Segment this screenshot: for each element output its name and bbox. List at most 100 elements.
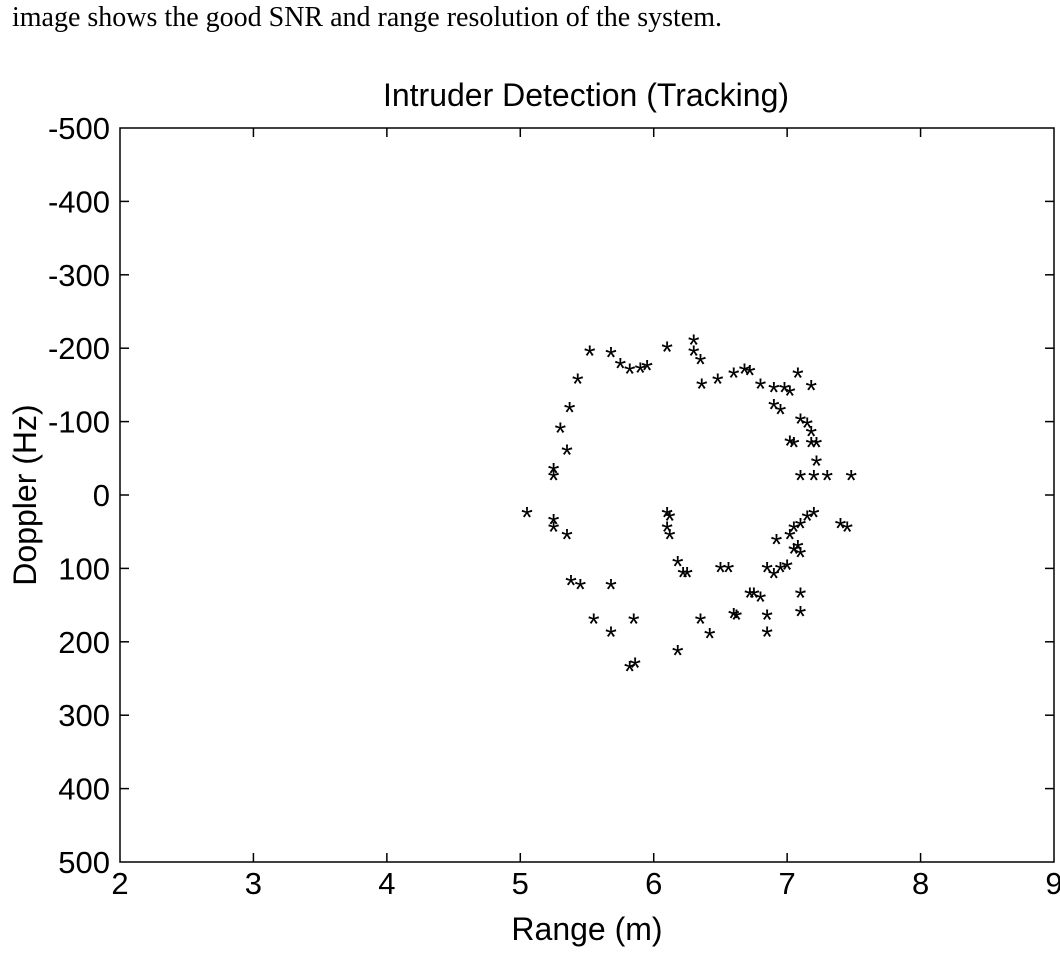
y-tick-label: 300	[58, 698, 110, 733]
data-point: *	[801, 412, 813, 445]
data-point: *	[805, 374, 817, 407]
data-point: *	[723, 556, 735, 589]
data-point: *	[548, 509, 560, 542]
data-point: *	[664, 505, 676, 538]
data-point: *	[548, 516, 560, 549]
y-tick-label: 500	[58, 845, 110, 880]
data-point: *	[781, 554, 793, 587]
caption-text: image shows the good SNR and range resol…	[12, 2, 723, 33]
y-tick-label: 400	[58, 772, 110, 807]
data-point: *	[712, 368, 724, 401]
data-point: *	[805, 432, 817, 465]
data-point: *	[835, 512, 847, 545]
data-point: *	[808, 501, 820, 534]
data-point: *	[688, 329, 700, 362]
data-point: *	[615, 352, 627, 385]
plot-frame	[119, 127, 1055, 863]
data-point: *	[688, 340, 700, 373]
data-point: *	[661, 516, 673, 549]
axis-ticks: 2 3 4 5 6 7 8 9 -500 -400 -300 -200 -100 0 100 200 300 40…	[48, 111, 1060, 901]
data-point: *	[588, 608, 600, 641]
data-point: *	[744, 582, 756, 615]
y-tick-label: -300	[48, 258, 110, 293]
data-point: *	[728, 362, 740, 395]
data-point: *	[664, 523, 676, 556]
data-point: *	[795, 582, 807, 615]
data-point: *	[661, 501, 673, 534]
x-tick-label: 9	[1045, 866, 1060, 901]
data-point: *	[755, 586, 767, 619]
data-point: *	[715, 556, 727, 589]
data-point: *	[775, 556, 787, 589]
data-point: *	[771, 529, 783, 562]
data-point: *	[661, 336, 673, 369]
data-point: *	[605, 341, 617, 374]
x-tick-label: 7	[779, 866, 796, 901]
data-point: *	[795, 542, 807, 575]
data-point: *	[811, 432, 823, 465]
data-point: *	[561, 439, 573, 472]
data-point: *	[801, 505, 813, 538]
data-point: *	[629, 652, 641, 685]
x-tick-label: 5	[512, 866, 529, 901]
data-point: *	[795, 600, 807, 633]
x-tick-label: 6	[645, 866, 662, 901]
data-point: *	[521, 501, 533, 534]
data-point: *	[761, 604, 773, 637]
data-point: *	[628, 608, 640, 641]
data-point: *	[572, 368, 584, 401]
data-point: *	[841, 516, 853, 549]
data-point: *	[792, 534, 804, 567]
data-point: *	[681, 562, 693, 595]
data-point: *	[779, 377, 791, 410]
data-point: *	[845, 465, 857, 498]
y-tick-label: -400	[48, 184, 110, 219]
data-point: *	[584, 340, 596, 373]
y-tick-label: -200	[48, 331, 110, 366]
y-axis-label: Doppler (Hz)	[7, 404, 43, 585]
data-point: *	[788, 538, 800, 571]
y-tick-label: -100	[48, 405, 110, 440]
data-point: *	[775, 399, 787, 432]
data-point: *	[761, 621, 773, 654]
data-point: *	[548, 465, 560, 498]
data-point: *	[795, 512, 807, 545]
data-point: *	[605, 573, 617, 606]
data-point: *	[695, 349, 707, 382]
y-tick-label: 200	[58, 625, 110, 660]
data-point: *	[704, 622, 716, 655]
data-point: *	[672, 551, 684, 584]
data-point: *	[768, 562, 780, 595]
data-point: *	[624, 358, 636, 391]
data-point: *	[795, 465, 807, 498]
data-point: *	[784, 430, 796, 463]
y-tick-label: 100	[58, 551, 110, 586]
data-point: *	[565, 570, 577, 603]
data-point: *	[739, 358, 751, 391]
data-point: *	[624, 655, 636, 688]
data-point: *	[695, 608, 707, 641]
x-tick-label: 3	[245, 866, 262, 901]
data-point: *	[768, 377, 780, 410]
data-point: *	[574, 573, 586, 606]
data-point: *	[744, 360, 756, 393]
x-tick-label: 8	[912, 866, 929, 901]
x-axis-label: Range (m)	[511, 911, 662, 947]
data-point: *	[821, 465, 833, 498]
data-point: *	[641, 355, 653, 388]
data-point: *	[605, 621, 617, 654]
data-point: *	[811, 450, 823, 483]
data-point: *	[805, 421, 817, 454]
data-points: * ** **** *********************************…	[521, 329, 857, 689]
data-point: *	[788, 432, 800, 465]
data-point: *	[554, 417, 566, 450]
data-point: *	[792, 362, 804, 395]
data-point: *	[728, 603, 740, 636]
data-point: *	[635, 357, 647, 390]
data-point: *	[768, 393, 780, 426]
data-point: *	[748, 582, 760, 615]
x-tick-label: 2	[111, 866, 128, 901]
data-point: *	[731, 604, 743, 637]
data-point: *	[761, 556, 773, 589]
